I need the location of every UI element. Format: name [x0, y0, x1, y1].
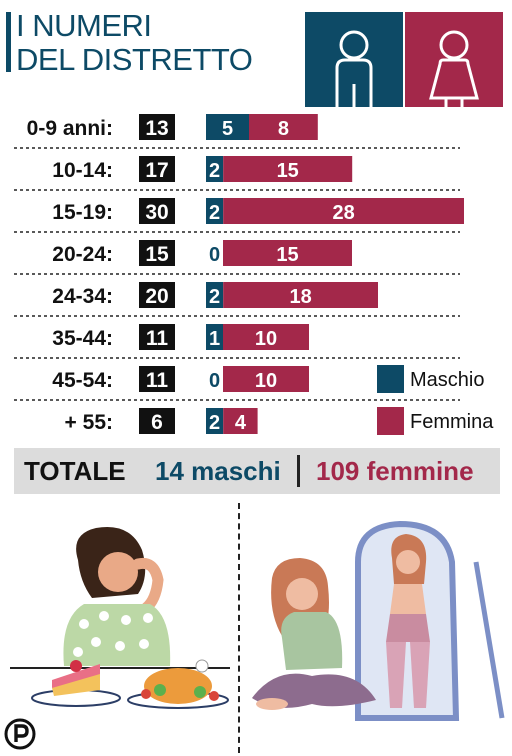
- male-bar: [206, 408, 224, 434]
- male-value-label: 5: [222, 118, 233, 140]
- female-bar: [223, 408, 258, 434]
- age-group-label: 0-9 anni:: [27, 117, 113, 140]
- female-bar: [223, 198, 464, 224]
- male-gender-box: [305, 12, 403, 107]
- female-person-icon: [405, 12, 503, 107]
- age-group-label: 45-54:: [52, 369, 113, 392]
- age-group-label: 10-14:: [52, 159, 113, 182]
- age-total-label: 17: [145, 159, 168, 182]
- totals-separator: [297, 455, 300, 487]
- female-value-label: 28: [332, 202, 354, 224]
- female-bar: [223, 324, 309, 350]
- age-total-box: [139, 198, 175, 224]
- male-person-icon: [305, 12, 403, 107]
- male-value-label: 1: [209, 328, 220, 350]
- totals-male: 14 maschi: [155, 456, 281, 486]
- age-total-label: 11: [146, 327, 169, 350]
- illustration-divider: [238, 503, 240, 753]
- title-line-1: I NUMERI: [16, 8, 152, 43]
- woman-at-table-illustration: [10, 526, 230, 709]
- legend-label: Femmina: [410, 411, 494, 433]
- woman-mirror-illustration: [252, 520, 505, 721]
- legend-swatch: [377, 365, 404, 393]
- age-group-label: 15-19:: [52, 201, 113, 224]
- age-total-label: 6: [151, 411, 163, 434]
- publisher-logo-icon: [4, 718, 36, 750]
- age-total-label: 30: [145, 201, 168, 224]
- title-accent-bar: [6, 12, 11, 72]
- age-distribution-chart: 0-9 anni: 13 5 8 10-14: 17 2 15 15-19: 30 2 28 20-24…: [14, 114, 494, 435]
- age-total-box: [139, 282, 175, 308]
- female-bar: [249, 114, 318, 140]
- male-value-label: 2: [209, 412, 220, 434]
- female-value-label: 15: [276, 244, 298, 266]
- title-line-2: DEL DISTRETTO: [16, 42, 253, 77]
- male-bar: [206, 156, 224, 182]
- age-total-box: [139, 324, 175, 350]
- male-bar: [206, 114, 249, 140]
- female-bar: [223, 156, 353, 182]
- female-value-label: 15: [277, 160, 299, 182]
- totals-label: TOTALE: [24, 456, 126, 486]
- male-value-label: 0: [209, 244, 220, 266]
- age-total-box: [139, 156, 175, 182]
- male-value-label: 2: [209, 202, 220, 224]
- page-title: I NUMERI DEL DISTRETTO: [16, 8, 253, 77]
- legend-swatch: [377, 407, 404, 435]
- age-total-box: [139, 240, 175, 266]
- female-gender-box: [405, 12, 503, 107]
- totals-female: 109 femmine: [316, 456, 474, 486]
- age-total-label: 20: [145, 285, 168, 308]
- male-value-label: 2: [209, 160, 220, 182]
- female-value-label: 10: [255, 328, 277, 350]
- male-value-label: 2: [209, 286, 220, 308]
- age-total-box: [139, 366, 175, 392]
- age-group-label: + 55:: [65, 411, 113, 434]
- age-total-box: [139, 114, 175, 140]
- age-total-label: 15: [145, 243, 169, 266]
- female-value-label: 8: [278, 118, 289, 140]
- female-bar: [223, 282, 378, 308]
- female-value-label: 4: [235, 412, 247, 434]
- female-bar: [223, 240, 352, 266]
- totals-banner: TOTALE 14 maschi 109 femmine: [14, 448, 500, 494]
- male-bar: [206, 282, 224, 308]
- age-total-box: [139, 408, 175, 434]
- age-total-label: 11: [146, 369, 169, 392]
- female-value-label: 10: [255, 370, 277, 392]
- age-group-label: 20-24:: [52, 243, 113, 266]
- age-group-label: 24-34:: [52, 285, 113, 308]
- legend-label: Maschio: [410, 369, 484, 391]
- age-total-label: 13: [145, 117, 168, 140]
- age-group-label: 35-44:: [52, 327, 113, 350]
- male-bar: [206, 198, 224, 224]
- female-value-label: 18: [289, 286, 311, 308]
- female-bar: [223, 366, 309, 392]
- male-value-label: 0: [209, 370, 220, 392]
- male-bar: [206, 324, 223, 350]
